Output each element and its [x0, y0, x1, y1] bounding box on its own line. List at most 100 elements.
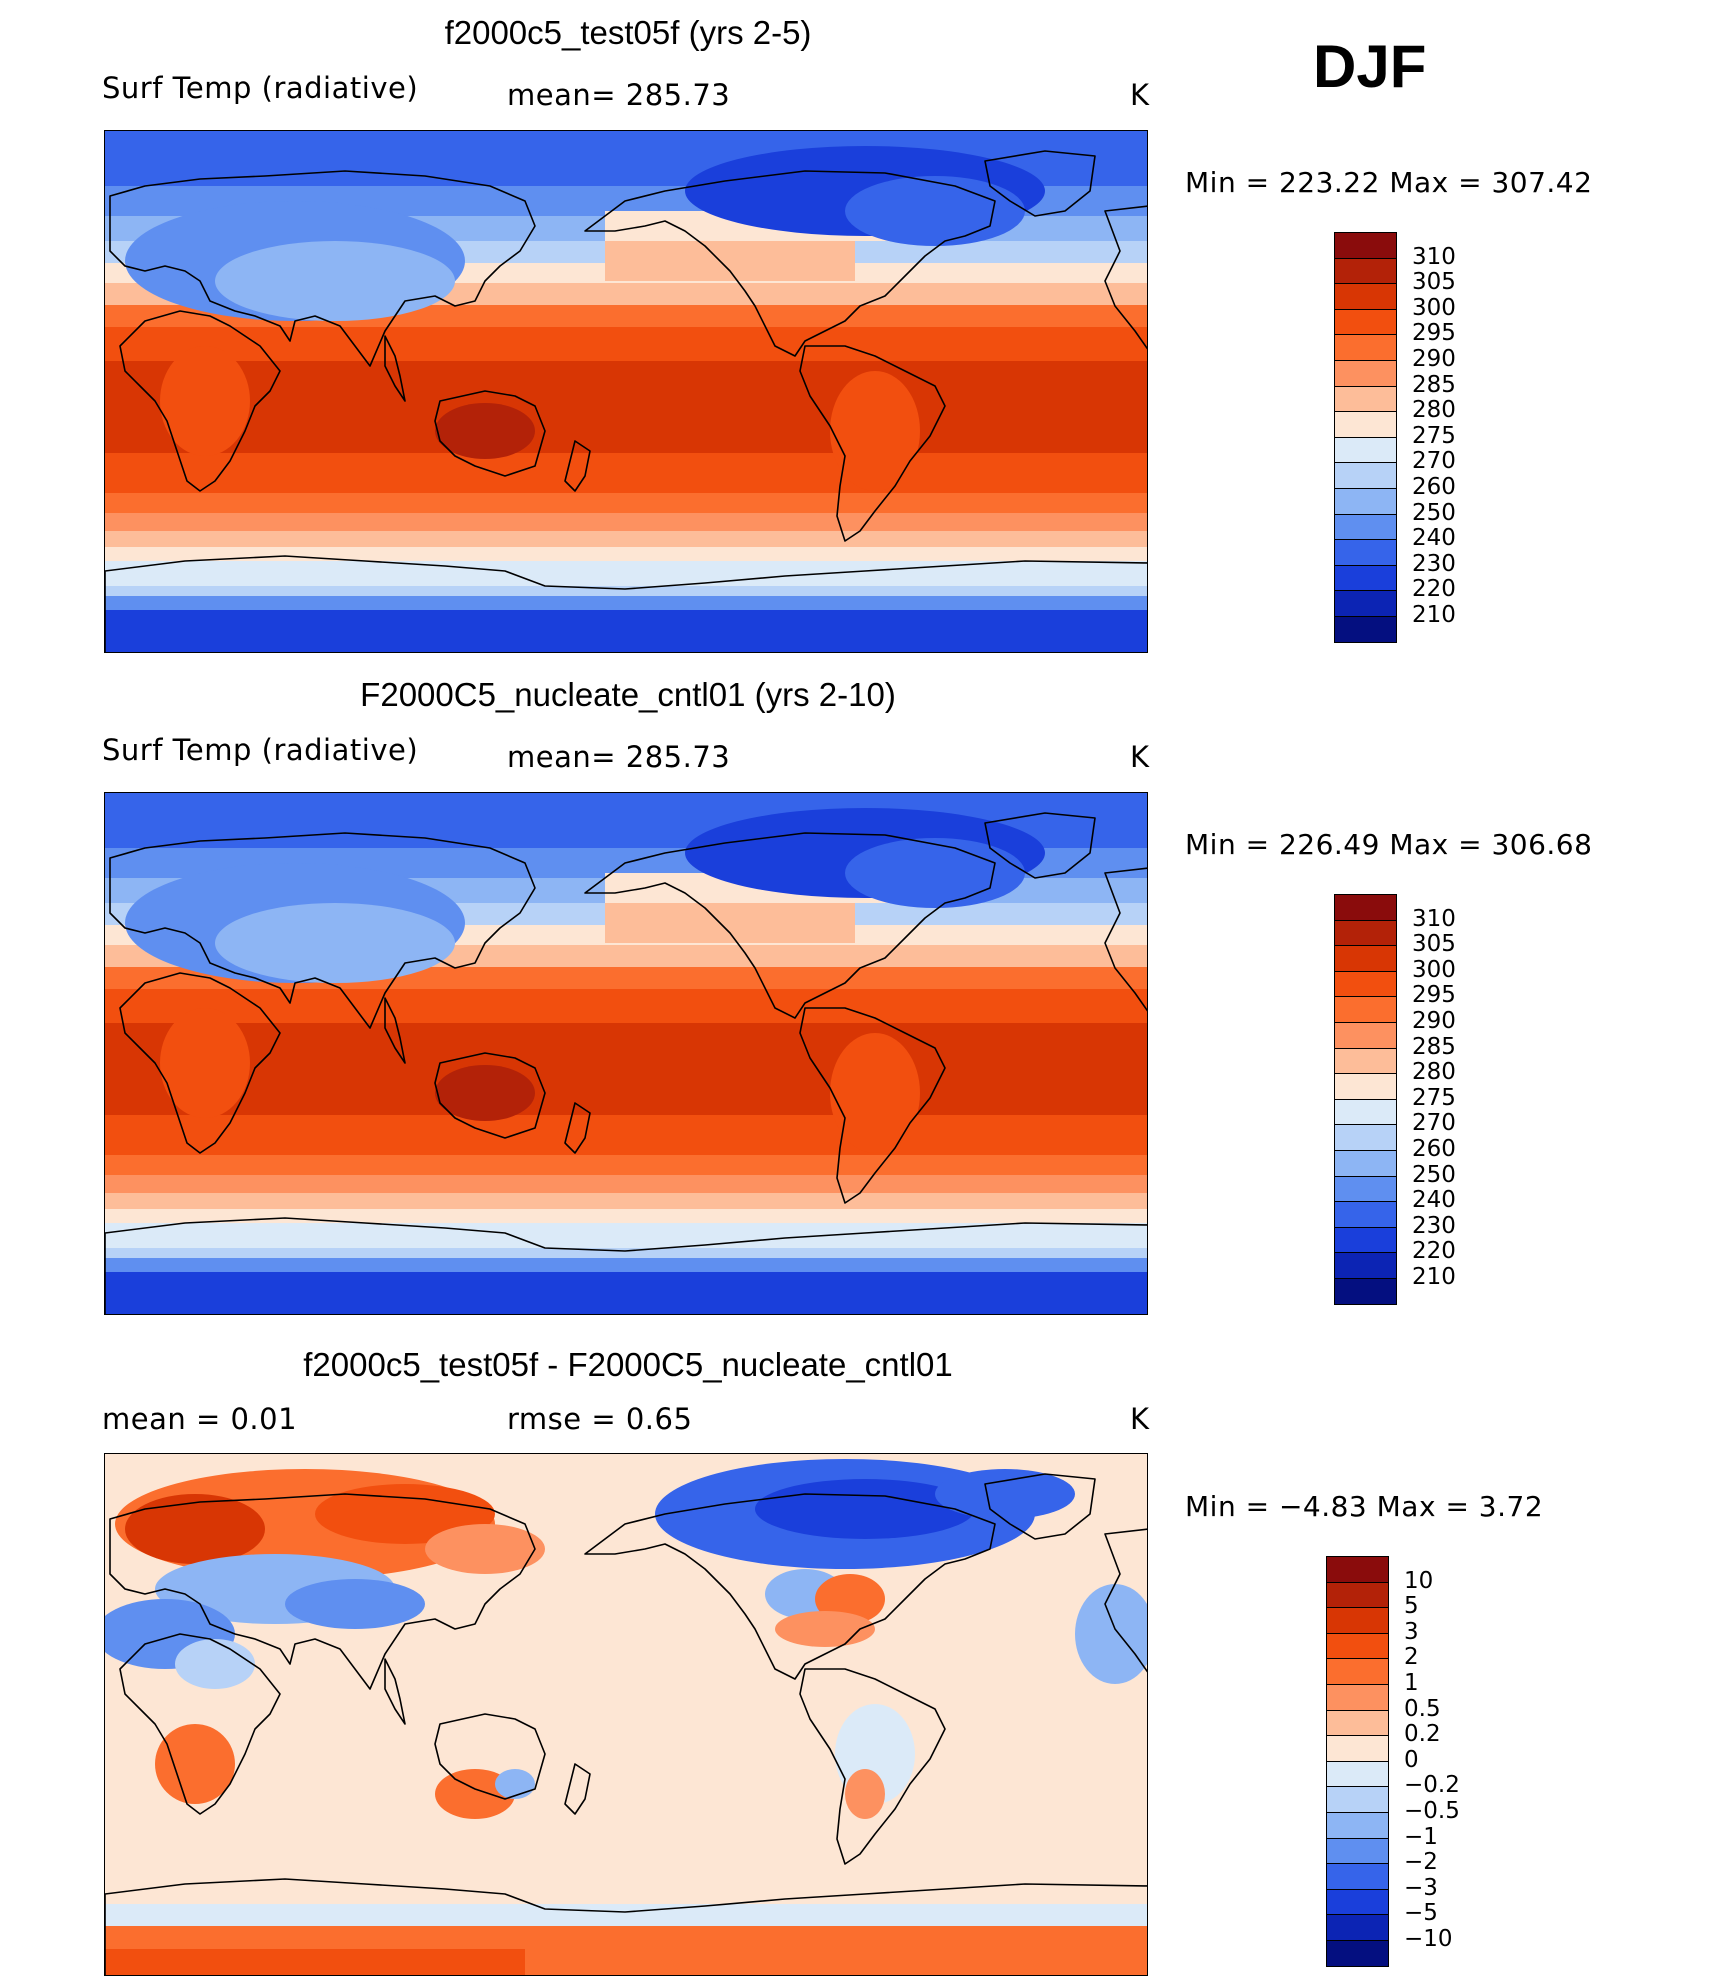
temperature-map	[104, 792, 1148, 1315]
colorbar-swatch	[1326, 1556, 1389, 1584]
coastline	[1104, 205, 1147, 350]
coastline	[105, 555, 1147, 652]
colorbar-label: 290	[1412, 346, 1456, 372]
coastline	[1104, 867, 1147, 1012]
colorbar-label: 260	[1412, 474, 1456, 500]
colorbar-label: 305	[1412, 269, 1456, 296]
colorbar-swatch	[1326, 1760, 1389, 1788]
cold-region	[215, 241, 455, 321]
difference-region	[495, 1769, 535, 1799]
warm-region	[830, 371, 920, 491]
colorbar-swatch	[1326, 1632, 1389, 1660]
coastline	[434, 1713, 546, 1800]
colorbar-label: 3	[1404, 1618, 1419, 1645]
colorbar-label: 0.5	[1404, 1695, 1441, 1722]
colorbar-swatch	[1334, 1252, 1397, 1280]
temperature-band	[105, 327, 1147, 361]
coastline	[799, 1007, 946, 1204]
units-label: K	[1130, 78, 1150, 112]
colorbar-label: 300	[1412, 956, 1456, 983]
difference-region	[125, 1494, 265, 1564]
temperature-band	[105, 1209, 1147, 1223]
warm-region	[435, 403, 535, 459]
colorbar-swatch	[1326, 1709, 1389, 1737]
coastline	[564, 1763, 591, 1815]
temperature-band	[105, 547, 1147, 561]
mean-label: mean = 0.01	[102, 1402, 298, 1436]
colorbar-label: 230	[1412, 550, 1456, 577]
cold-region	[845, 176, 1025, 246]
colorbar-label: 270	[1412, 1110, 1456, 1137]
colorbar-label: 290	[1412, 1008, 1456, 1034]
colorbar-swatch	[1334, 1124, 1397, 1152]
coastline	[1104, 1528, 1147, 1673]
antarctica-band	[105, 596, 1147, 610]
colorbar-label: 295	[1412, 982, 1456, 1009]
colorbar-label: −1	[1404, 1823, 1438, 1850]
colorbar-swatch	[1334, 257, 1397, 285]
colorbar-swatch	[1334, 308, 1397, 336]
temperature-band	[105, 1223, 1147, 1248]
coastline	[584, 1493, 996, 1680]
colorbar-label: 1	[1404, 1670, 1419, 1696]
coastline	[564, 440, 591, 492]
colorbar-swatch	[1326, 1786, 1389, 1814]
difference-region	[425, 1524, 545, 1574]
variable-label: Surf Temp (radiative)	[102, 71, 419, 105]
difference-region	[285, 1579, 425, 1629]
coastline	[105, 1878, 1147, 1975]
colorbar-swatch	[1334, 616, 1397, 644]
antarctica-band	[105, 1271, 1147, 1314]
colorbar-label: 250	[1412, 1161, 1456, 1188]
coastline	[564, 1102, 591, 1154]
coastline	[109, 170, 536, 367]
colorbar-label: 275	[1412, 1084, 1456, 1111]
antarctica-band	[105, 609, 1147, 652]
mean-label: mean= 285.73	[507, 78, 731, 112]
difference-region	[175, 1639, 255, 1689]
colorbar-swatch	[1334, 1278, 1397, 1306]
coastline	[119, 972, 281, 1154]
coastline	[984, 812, 1096, 879]
cold-region	[215, 903, 455, 983]
colorbar-swatch	[1334, 564, 1397, 592]
colorbar-label: 280	[1412, 1059, 1456, 1086]
colorbar-label: 305	[1412, 931, 1456, 958]
difference-region	[105, 1949, 525, 1975]
coastline	[984, 150, 1096, 217]
colorbar-swatch	[1326, 1684, 1389, 1712]
rmse-label: rmse = 0.65	[507, 1402, 693, 1436]
colorbar-swatch	[1326, 1940, 1389, 1968]
colorbar-swatch	[1326, 1812, 1389, 1840]
colorbar-swatch	[1334, 411, 1397, 439]
coastline	[434, 390, 546, 477]
colorbar-label: 310	[1412, 243, 1456, 270]
colorbar-swatch	[1326, 1837, 1389, 1865]
colorbar-label: −5	[1404, 1900, 1438, 1927]
colorbar-swatch	[1326, 1735, 1389, 1763]
difference-region	[105, 1904, 1147, 1926]
temperature-band	[605, 241, 855, 281]
colorbar-swatch	[1334, 436, 1397, 464]
units-label: K	[1130, 740, 1150, 774]
colorbar-label: 5	[1404, 1593, 1419, 1620]
colorbar-label: 250	[1412, 499, 1456, 526]
colorbar-label: 220	[1412, 576, 1456, 603]
coastline	[109, 832, 536, 1029]
colorbar-label: 310	[1412, 905, 1456, 932]
cold-region	[845, 838, 1025, 908]
colorbar-label: 0.2	[1404, 1721, 1441, 1748]
panel-title: f2000c5_test05f (yrs 2-5)	[444, 14, 812, 51]
coastline	[119, 1633, 281, 1815]
colorbar-swatch	[1326, 1658, 1389, 1686]
temperature-band	[105, 1193, 1147, 1209]
coastline	[799, 1668, 946, 1865]
colorbar-label: −0.2	[1404, 1772, 1460, 1799]
temperature-band	[105, 989, 1147, 1023]
colorbar-swatch	[1334, 488, 1397, 516]
colorbar-label: −2	[1404, 1849, 1438, 1876]
colorbar-swatch	[1334, 513, 1397, 541]
colorbar-label: 285	[1412, 371, 1456, 398]
coastline	[584, 832, 996, 1019]
temperature-band	[105, 513, 1147, 531]
